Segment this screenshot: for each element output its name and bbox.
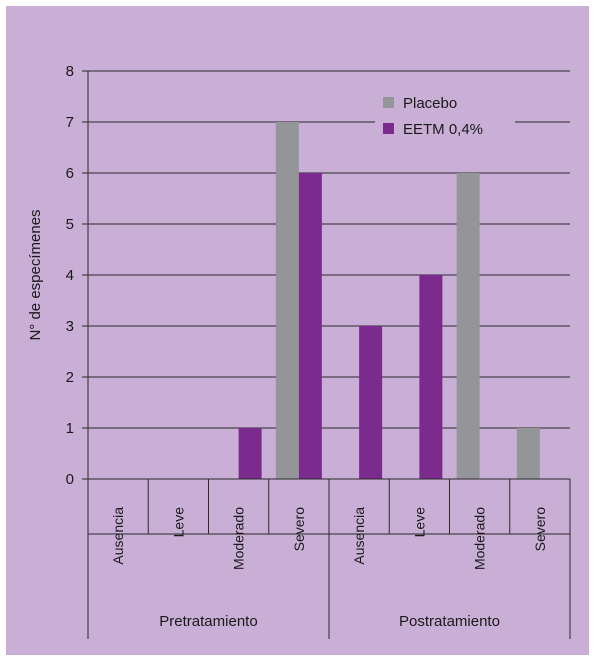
bar-eetm-0-4--3 — [298, 173, 322, 479]
bar-placebo-3 — [275, 122, 299, 479]
x-group-label-0: Pretratamiento — [159, 613, 257, 630]
axes — [82, 71, 571, 639]
x-group-label-1: Postratamiento — [399, 613, 500, 630]
y-tick-label-8: 8 — [66, 63, 74, 80]
x-category-label-5: Leve — [411, 507, 427, 538]
x-category-label-0: Ausencia — [110, 507, 126, 565]
legend-label-0: Placebo — [403, 95, 457, 112]
y-tick-label-5: 5 — [66, 216, 74, 233]
bar-placebo-6 — [456, 173, 480, 479]
x-category-label-2: Moderado — [231, 507, 247, 570]
legend-label-1: EETM 0,4% — [403, 121, 483, 138]
x-category-label-3: Severo — [291, 507, 307, 552]
labels: 0 1 2 3 4 5 6 7 8 Ausencia Leve Moderado Severo Ausen… — [66, 63, 548, 630]
x-category-label-4: Ausencia — [351, 507, 367, 565]
x-category-label-1: Leve — [170, 507, 186, 538]
y-tick-label-6: 6 — [66, 165, 74, 182]
y-tick-label-3: 3 — [66, 318, 74, 335]
x-category-label-7: Severo — [532, 507, 548, 552]
bar-eetm-0-4--5 — [419, 275, 443, 479]
y-axis-title: N° de especímenes — [27, 209, 44, 340]
x-category-label-6: Moderado — [472, 507, 488, 570]
bar-eetm-0-4--2 — [238, 428, 262, 479]
legend-swatch-0 — [383, 97, 394, 108]
y-tick-label-1: 1 — [66, 420, 74, 437]
y-tick-label-0: 0 — [66, 471, 74, 488]
y-tick-label-4: 4 — [66, 267, 74, 284]
bar-placebo-7 — [516, 428, 540, 479]
legend: Placebo EETM 0,4% — [375, 85, 515, 143]
legend-box — [375, 85, 515, 143]
legend-swatch-1 — [383, 123, 394, 134]
y-tick-label-7: 7 — [66, 114, 74, 131]
y-tick-label-2: 2 — [66, 369, 74, 386]
bars — [238, 122, 540, 479]
bar-eetm-0-4--4 — [359, 326, 383, 479]
